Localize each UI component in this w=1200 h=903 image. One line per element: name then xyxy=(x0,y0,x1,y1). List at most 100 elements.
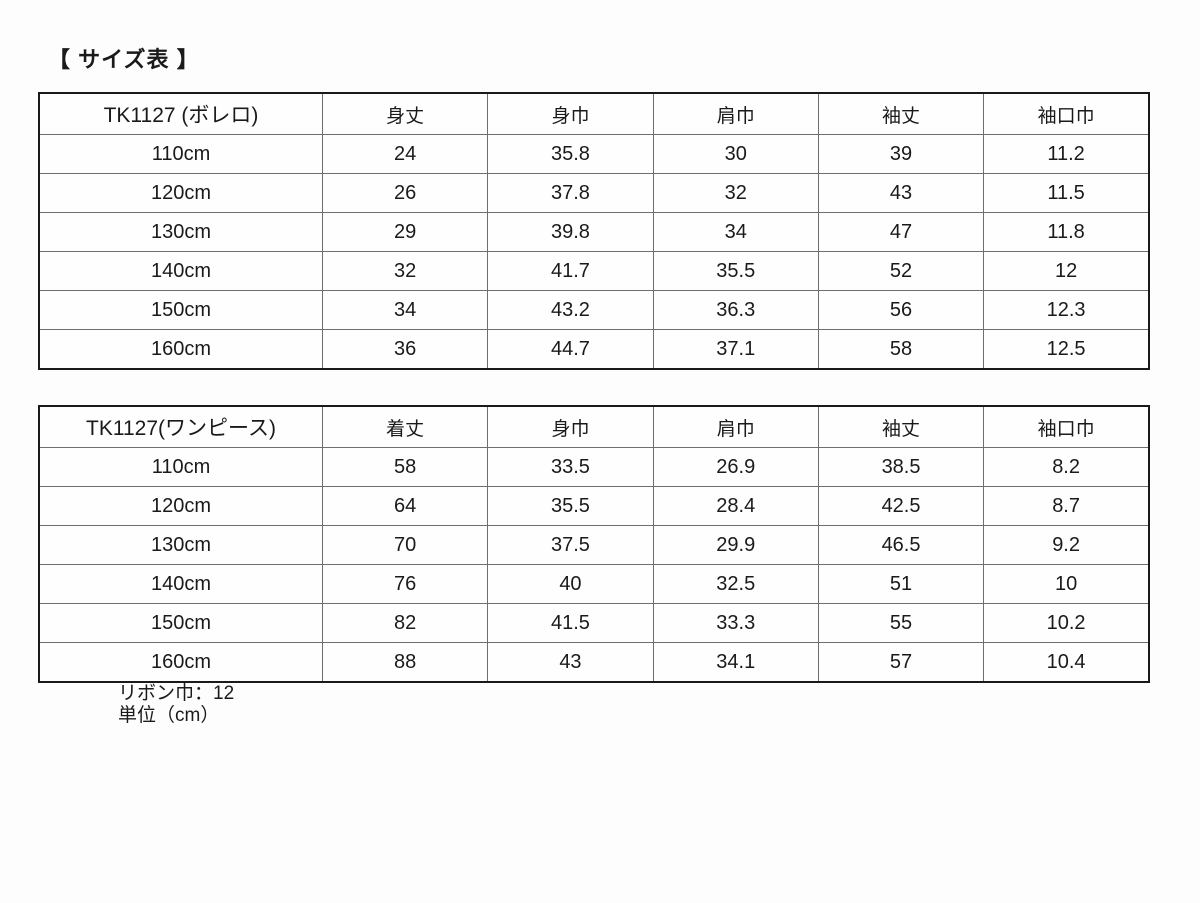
measurement-cell: 12.5 xyxy=(983,329,1150,370)
measurement-cell: 42.5 xyxy=(817,486,985,526)
size-table-onepiece: TK1127(ワンピース) 着丈 身巾 肩巾 袖丈 袖口巾 110cm 58 33.5 26.9 3… xyxy=(38,405,1150,683)
measurement-cell: 11.2 xyxy=(983,134,1150,174)
measurement-cell: 56 xyxy=(817,290,985,330)
measurement-cell: 34 xyxy=(321,290,489,330)
measurement-cell: 12 xyxy=(983,251,1150,291)
column-header: 肩巾 xyxy=(652,92,819,135)
column-header: 身巾 xyxy=(487,405,654,448)
column-header: 袖丈 xyxy=(817,92,985,135)
measurement-cell: 43 xyxy=(487,642,654,683)
table-row: 120cm 64 35.5 28.4 42.5 8.7 xyxy=(38,486,1150,526)
table-row: 150cm 34 43.2 36.3 56 12.3 xyxy=(38,290,1150,330)
ribbon-width-note: リボン巾：12 xyxy=(118,683,235,704)
measurement-cell: 29.9 xyxy=(652,525,819,565)
measurement-cell: 39 xyxy=(817,134,985,174)
size-label-cell: 150cm xyxy=(38,603,323,643)
measurement-cell: 76 xyxy=(321,564,489,604)
measurement-cell: 30 xyxy=(652,134,819,174)
header-row: TK1127 (ボレロ) 身丈 身巾 肩巾 袖丈 袖口巾 xyxy=(38,92,1150,135)
measurement-cell: 46.5 xyxy=(817,525,985,565)
size-label-cell: 160cm xyxy=(38,642,323,683)
measurement-cell: 32.5 xyxy=(652,564,819,604)
measurement-cell: 35.5 xyxy=(652,251,819,291)
measurement-cell: 11.5 xyxy=(983,173,1150,213)
column-header: 着丈 xyxy=(321,405,489,448)
measurement-cell: 10.2 xyxy=(983,603,1150,643)
measurement-cell: 34.1 xyxy=(652,642,819,683)
measurement-cell: 43 xyxy=(817,173,985,213)
measurement-cell: 36 xyxy=(321,329,489,370)
column-header: 身巾 xyxy=(487,92,654,135)
measurement-cell: 26 xyxy=(321,173,489,213)
table-row: 110cm 24 35.8 30 39 11.2 xyxy=(38,134,1150,174)
measurement-cell: 41.7 xyxy=(487,251,654,291)
measurement-cell: 8.2 xyxy=(983,447,1150,487)
column-header: 袖口巾 xyxy=(983,405,1150,448)
table-row: 130cm 70 37.5 29.9 46.5 9.2 xyxy=(38,525,1150,565)
measurement-cell: 58 xyxy=(321,447,489,487)
measurement-cell: 52 xyxy=(817,251,985,291)
measurement-cell: 38.5 xyxy=(817,447,985,487)
footer-notes: リボン巾：12 単位（cm） xyxy=(0,683,1200,727)
measurement-cell: 11.8 xyxy=(983,212,1150,252)
page-title: 【 サイズ表 】 xyxy=(48,47,200,72)
size-label-cell: 120cm xyxy=(38,486,323,526)
size-chart-page: 【 サイズ表 】 TK1127 (ボレロ) 身丈 身巾 肩巾 袖丈 袖口巾 110cm 24 3… xyxy=(0,42,1200,727)
measurement-cell: 32 xyxy=(321,251,489,291)
measurement-cell: 44.7 xyxy=(487,329,654,370)
measurement-cell: 43.2 xyxy=(487,290,654,330)
measurement-cell: 51 xyxy=(817,564,985,604)
table-row: 130cm 29 39.8 34 47 11.8 xyxy=(38,212,1150,252)
measurement-cell: 35.5 xyxy=(487,486,654,526)
size-label-cell: 140cm xyxy=(38,251,323,291)
table-row: 110cm 58 33.5 26.9 38.5 8.2 xyxy=(38,447,1150,487)
measurement-cell: 47 xyxy=(817,212,985,252)
measurement-cell: 35.8 xyxy=(487,134,654,174)
size-label-cell: 130cm xyxy=(38,525,323,565)
size-label-cell: 150cm xyxy=(38,290,323,330)
table-row: 150cm 82 41.5 33.3 55 10.2 xyxy=(38,603,1150,643)
measurement-cell: 26.9 xyxy=(652,447,819,487)
measurement-cell: 33.3 xyxy=(652,603,819,643)
measurement-cell: 33.5 xyxy=(487,447,654,487)
table-row: 160cm 88 43 34.1 57 10.4 xyxy=(38,642,1150,683)
size-label-cell: 130cm xyxy=(38,212,323,252)
size-label-cell: 160cm xyxy=(38,329,323,370)
table-title-cell: TK1127 (ボレロ) xyxy=(38,92,323,135)
column-header: 身丈 xyxy=(321,92,489,135)
measurement-cell: 37.8 xyxy=(487,173,654,213)
measurement-cell: 8.7 xyxy=(983,486,1150,526)
table-row: 140cm 76 40 32.5 51 10 xyxy=(38,564,1150,604)
measurement-cell: 34 xyxy=(652,212,819,252)
measurement-cell: 32 xyxy=(652,173,819,213)
measurement-cell: 40 xyxy=(487,564,654,604)
unit-note: 単位（cm） xyxy=(118,705,220,726)
size-table-bolero: TK1127 (ボレロ) 身丈 身巾 肩巾 袖丈 袖口巾 110cm 24 35.8 30 39 11… xyxy=(38,92,1150,370)
measurement-cell: 12.3 xyxy=(983,290,1150,330)
column-header: 袖丈 xyxy=(817,405,985,448)
measurement-cell: 70 xyxy=(321,525,489,565)
measurement-cell: 10 xyxy=(983,564,1150,604)
size-label-cell: 110cm xyxy=(38,447,323,487)
table-row: 120cm 26 37.8 32 43 11.5 xyxy=(38,173,1150,213)
size-label-cell: 110cm xyxy=(38,134,323,174)
table-title-cell: TK1127(ワンピース) xyxy=(38,405,323,448)
measurement-cell: 37.5 xyxy=(487,525,654,565)
column-header: 袖口巾 xyxy=(983,92,1150,135)
measurement-cell: 82 xyxy=(321,603,489,643)
measurement-cell: 37.1 xyxy=(652,329,819,370)
measurement-cell: 24 xyxy=(321,134,489,174)
measurement-cell: 41.5 xyxy=(487,603,654,643)
column-header: 肩巾 xyxy=(652,405,819,448)
measurement-cell: 9.2 xyxy=(983,525,1150,565)
measurement-cell: 39.8 xyxy=(487,212,654,252)
table-row: 140cm 32 41.7 35.5 52 12 xyxy=(38,251,1150,291)
measurement-cell: 64 xyxy=(321,486,489,526)
measurement-cell: 28.4 xyxy=(652,486,819,526)
measurement-cell: 36.3 xyxy=(652,290,819,330)
header-row: TK1127(ワンピース) 着丈 身巾 肩巾 袖丈 袖口巾 xyxy=(38,405,1150,448)
measurement-cell: 88 xyxy=(321,642,489,683)
measurement-cell: 55 xyxy=(817,603,985,643)
size-label-cell: 140cm xyxy=(38,564,323,604)
measurement-cell: 29 xyxy=(321,212,489,252)
